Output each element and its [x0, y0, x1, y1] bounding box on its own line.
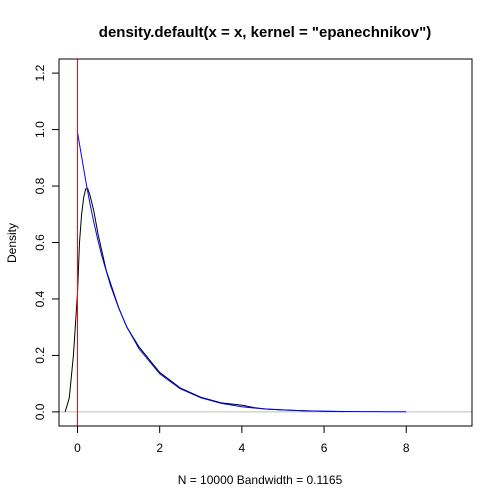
- x-tick-label: 0: [74, 441, 81, 455]
- y-tick-label: 1.0: [33, 121, 47, 138]
- y-axis-title: Density: [5, 223, 19, 263]
- plot-area: [59, 59, 472, 426]
- y-tick-label: 0.2: [33, 347, 47, 364]
- x-tick-label: 6: [321, 441, 328, 455]
- x-tick-label: 4: [239, 441, 246, 455]
- y-tick-label: 0.8: [33, 177, 47, 194]
- x-tick-label: 8: [403, 441, 410, 455]
- x-tick-label: 2: [156, 441, 163, 455]
- y-tick-label: 0.0: [33, 403, 47, 420]
- y-tick-label: 1.2: [33, 64, 47, 81]
- y-tick-label: 0.4: [33, 290, 47, 307]
- plot-box: [58, 58, 473, 427]
- x-axis-title: N = 10000 Bandwidth = 0.1165: [178, 473, 343, 487]
- y-axis: 0.0 0.2 0.4 0.6 0.8 1.0 1.2: [33, 64, 60, 420]
- density-curve: [64, 188, 345, 413]
- x-axis: 0 2 4 6 8: [74, 425, 410, 455]
- exponential-curve: [77, 132, 407, 413]
- chart-title: density.default(x = x, kernel = "epanech…: [99, 24, 431, 41]
- y-tick-label: 0.6: [33, 234, 47, 251]
